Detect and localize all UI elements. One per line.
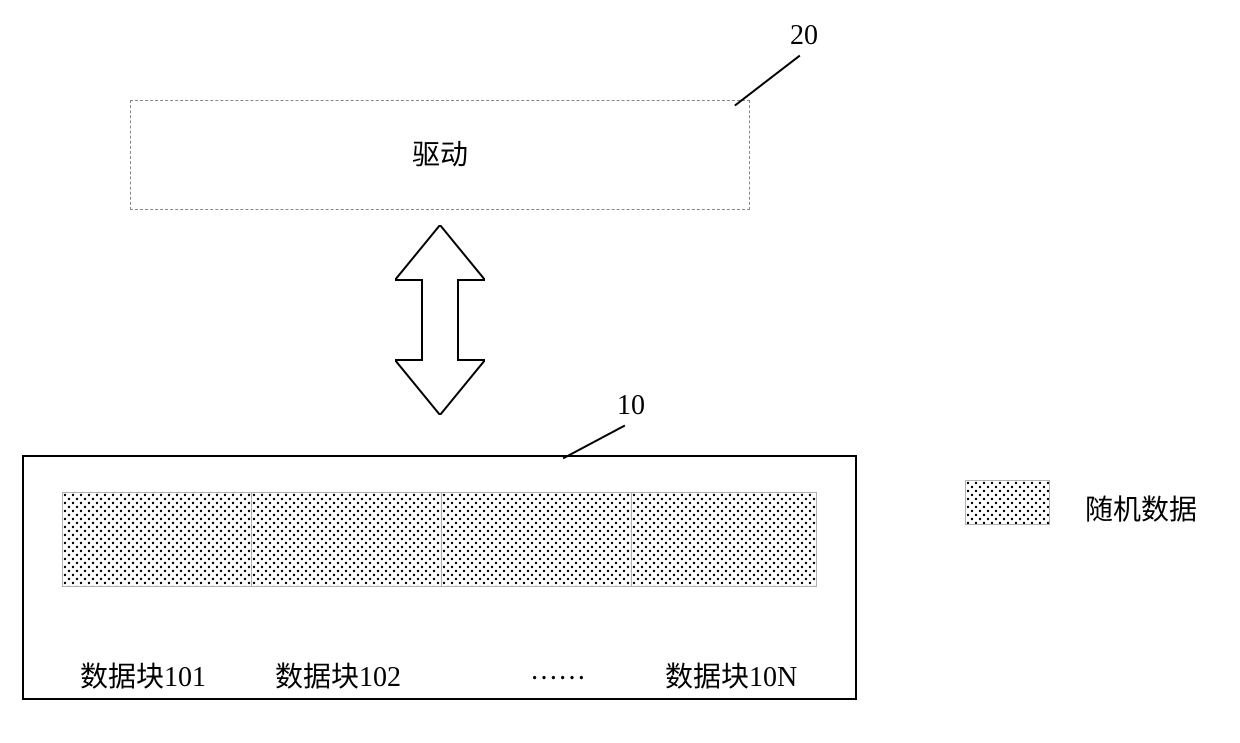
driver-label: 驱动	[131, 101, 749, 211]
storage-callout-label: 10	[617, 390, 645, 422]
block-label: 数据块10N	[665, 655, 797, 695]
driver-box: 驱动	[130, 100, 750, 210]
data-block	[252, 492, 442, 587]
data-block	[442, 492, 632, 587]
legend-label: 随机数据	[1085, 488, 1197, 528]
block-label: 数据块101	[80, 655, 206, 695]
driver-callout-label: 20	[790, 20, 818, 52]
block-label: ……	[530, 655, 586, 687]
diagram-canvas: 驱动 20 10 数据块101 数据块102 …… 数据块10N 随机数据	[0, 0, 1240, 743]
double-arrow-icon	[395, 225, 485, 415]
data-blocks-row	[62, 492, 817, 587]
data-block	[62, 492, 252, 587]
block-label: 数据块102	[275, 655, 401, 695]
legend-swatch	[965, 480, 1050, 525]
data-block	[632, 492, 817, 587]
driver-callout-line	[735, 55, 801, 106]
